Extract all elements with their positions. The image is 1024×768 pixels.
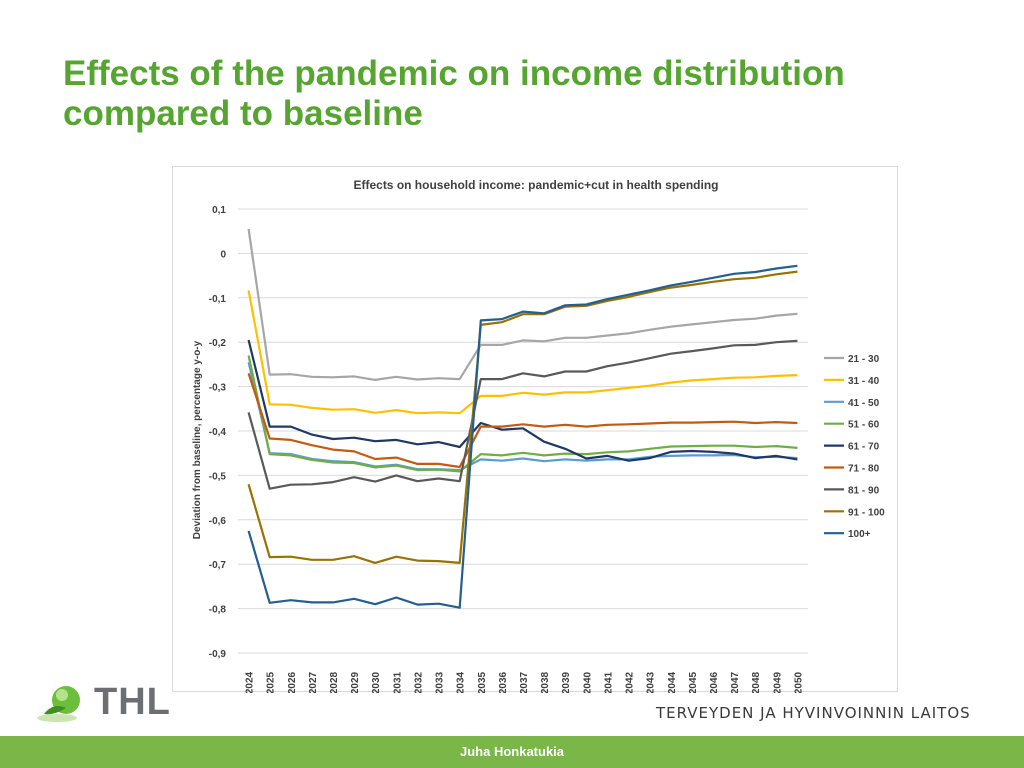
series-line-91-100: [247, 270, 798, 564]
x-tick-label: 2050: [793, 671, 804, 693]
series-line-31-40: [247, 290, 798, 415]
x-tick-label: 2036: [498, 671, 509, 693]
y-tick-label: -0,4: [209, 427, 227, 438]
y-tick-labels: 0,1 0 -0,1 -0,2 -0,3 -0,4 -0,5 -0,6 -0,7 -0,8 -0,9: [209, 205, 227, 660]
x-tick-label: 2042: [625, 671, 636, 693]
x-tick-labels: 2024 2025 2026 2027 2028 2029 2030 2031 2032 2033…: [245, 671, 805, 693]
y-tick-label: -0,1: [209, 294, 227, 305]
series-line-71-80: [247, 372, 798, 469]
x-tick-label: 2034: [456, 671, 467, 693]
series-line-61-70: [247, 339, 798, 462]
x-tick-label: 2027: [308, 671, 319, 693]
x-tick-label: 2046: [709, 671, 720, 693]
series-line-21-30: [247, 228, 798, 381]
x-tick-label: 2044: [667, 671, 678, 693]
leaf-globe-icon: [37, 686, 80, 722]
x-tick-label: 2043: [646, 671, 657, 693]
y-tick-label: -0,3: [209, 383, 227, 394]
y-tick-label: 0,1: [212, 205, 226, 216]
x-tick-label: 2048: [751, 671, 762, 693]
y-tick-label: -0,8: [209, 605, 227, 616]
x-tick-label: 2031: [392, 671, 403, 693]
x-tick-label: 2025: [266, 671, 277, 693]
series-line-51-60: [247, 355, 798, 473]
x-tick-label: 2035: [477, 671, 488, 693]
x-tick-label: 2039: [561, 671, 572, 693]
series-line-100plus: [247, 264, 798, 609]
x-tick-label: 2049: [772, 671, 783, 693]
legend-entry: 71 - 80: [848, 464, 880, 475]
x-tick-label: 2033: [435, 671, 446, 693]
slide-title: Effects of the pandemic on income distri…: [63, 54, 1003, 134]
series-line-81-90: [247, 339, 798, 490]
legend-entry: 81 - 90: [848, 485, 880, 496]
chart-frame: Effects on household income: pandemic+cu…: [172, 166, 898, 693]
x-tick-label: 2030: [371, 671, 382, 693]
chart-title: Effects on household income: pandemic+cu…: [353, 178, 718, 192]
footer-bar: Juha Honkatukia: [0, 736, 1024, 768]
x-tick-label: 2026: [287, 671, 298, 693]
legend: 21 - 30 31 - 40 41 - 50 51 - 60 61 - 70 71 - …: [824, 354, 885, 540]
legend-entry: 31 - 40: [848, 376, 880, 387]
x-tick-label: 2040: [582, 671, 593, 693]
grid-lines: [238, 208, 808, 654]
slide-title-line-2: compared to baseline: [63, 94, 423, 133]
legend-entry: 21 - 30: [848, 354, 880, 365]
legend-entry: 41 - 50: [848, 398, 880, 409]
y-tick-label: -0,2: [209, 338, 227, 349]
x-tick-label: 2032: [413, 671, 424, 693]
legend-entry: 51 - 60: [848, 420, 880, 431]
x-tick-label: 2047: [730, 671, 741, 693]
series-lines: [247, 228, 798, 609]
y-tick-label: -0,7: [209, 560, 227, 571]
y-axis-label: Deviation from baseline, percentage y-o-…: [192, 340, 203, 539]
thl-logo: THL: [36, 680, 176, 724]
legend-entry: 100+: [848, 529, 871, 540]
x-tick-label: 2029: [350, 671, 361, 693]
y-tick-label: -0,9: [209, 649, 227, 660]
x-tick-label: 2045: [688, 671, 699, 693]
x-tick-label: 2028: [329, 671, 340, 693]
x-tick-label: 2038: [540, 671, 551, 693]
legend-entry: 91 - 100: [848, 507, 885, 518]
y-tick-label: -0,6: [209, 516, 227, 527]
logo-text: THL: [94, 681, 171, 723]
line-chart: Effects on household income: pandemic+cu…: [192, 178, 885, 693]
series-line-41-50: [247, 361, 798, 472]
x-tick-label: 2024: [245, 671, 256, 693]
legend-entry: 61 - 70: [848, 442, 880, 453]
y-tick-label: -0,5: [209, 471, 227, 482]
x-tick-label: 2041: [603, 671, 614, 693]
x-tick-label: 2037: [519, 671, 530, 693]
footer-author: Juha Honkatukia: [459, 744, 565, 759]
slide-title-line-1: Effects of the pandemic on income distri…: [63, 54, 845, 93]
organization-name: TERVEYDEN JA HYVINVOINNIN LAITOS: [656, 704, 971, 722]
y-tick-label: 0: [220, 249, 226, 260]
